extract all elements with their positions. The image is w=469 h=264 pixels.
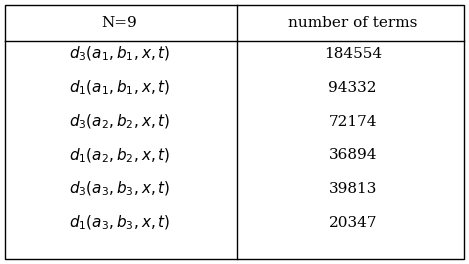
Text: 20347: 20347 bbox=[328, 216, 377, 230]
Text: N=9: N=9 bbox=[102, 16, 137, 30]
Text: 94332: 94332 bbox=[328, 81, 377, 95]
Text: $d_3(a_3, b_3, x, t)$: $d_3(a_3, b_3, x, t)$ bbox=[69, 180, 170, 199]
Text: $d_1(a_1, b_1, x, t)$: $d_1(a_1, b_1, x, t)$ bbox=[69, 79, 170, 97]
Text: 184554: 184554 bbox=[324, 47, 382, 61]
Text: 72174: 72174 bbox=[328, 115, 377, 129]
Text: 39813: 39813 bbox=[328, 182, 377, 196]
Text: 36894: 36894 bbox=[328, 148, 377, 163]
Text: $d_3(a_2, b_2, x, t)$: $d_3(a_2, b_2, x, t)$ bbox=[69, 112, 170, 131]
Text: $d_1(a_3, b_3, x, t)$: $d_1(a_3, b_3, x, t)$ bbox=[69, 214, 170, 232]
Text: number of terms: number of terms bbox=[288, 16, 417, 30]
Text: $d_1(a_2, b_2, x, t)$: $d_1(a_2, b_2, x, t)$ bbox=[69, 146, 170, 165]
Text: $d_3(a_1, b_1, x, t)$: $d_3(a_1, b_1, x, t)$ bbox=[69, 45, 170, 63]
